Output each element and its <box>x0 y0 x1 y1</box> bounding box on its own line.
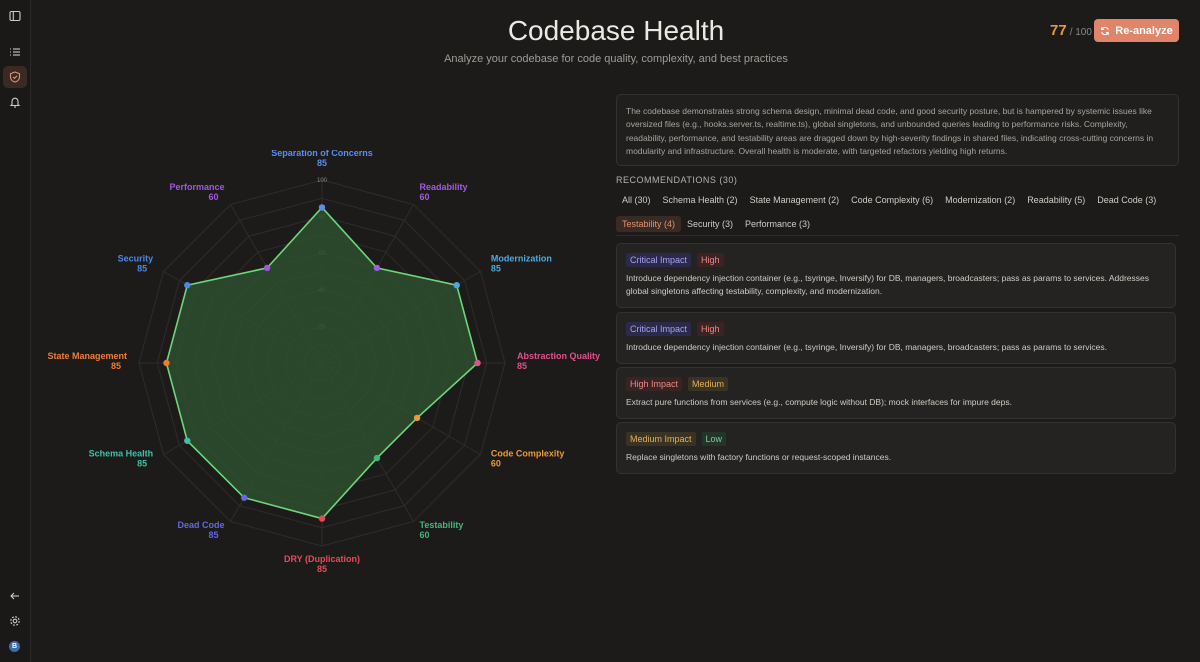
filter-chip[interactable]: All (30) <box>622 195 651 205</box>
health-radar-chart: 20406080100Separation of Concerns85Reada… <box>47 150 600 574</box>
axis-label: Readability <box>420 182 468 192</box>
axis-value: 60 <box>420 192 430 202</box>
tick-label: 100 <box>317 178 328 184</box>
impact-badge: Critical Impact <box>626 253 692 267</box>
axis-label: Dead Code <box>177 520 224 530</box>
axis-label: State Management <box>47 351 127 361</box>
axis-value: 85 <box>208 530 218 540</box>
axis-label: Code Complexity <box>491 449 565 459</box>
data-point <box>318 515 326 522</box>
axis-value: 85 <box>137 264 147 274</box>
recommendation-card[interactable]: Medium Impact Low Replace singletons with … <box>616 422 1176 474</box>
recommendation-card[interactable]: High Impact Medium Extract pure functions … <box>616 367 1176 419</box>
axis-label: Modernization <box>491 254 552 264</box>
card-tags: Critical Impact High <box>626 322 1166 336</box>
list-icon[interactable] <box>3 41 27 63</box>
priority-badge: High <box>697 253 724 267</box>
axis-label: Schema Health <box>89 449 154 459</box>
filter-chip[interactable]: Code Complexity (6) <box>851 195 934 205</box>
card-tags: High Impact Medium <box>626 377 1166 391</box>
recommendation-text: Replace singletons with factory function… <box>626 452 892 462</box>
impact-badge: Medium Impact <box>626 432 696 446</box>
recommendation-text: Introduce dependency injection container… <box>626 273 1150 296</box>
filter-chip[interactable]: Testability (4) <box>616 216 682 232</box>
impact-badge: High Impact <box>626 377 683 391</box>
recommendation-card[interactable]: Critical Impact High Introduce dependency … <box>616 243 1176 308</box>
data-point <box>373 454 381 462</box>
filter-chip[interactable]: Modernization (2) <box>945 195 1016 205</box>
data-point <box>318 204 326 211</box>
recommendation-filters: All (30) Schema Health (2) State Managemen… <box>616 192 1179 232</box>
data-point <box>163 359 170 367</box>
axis-label: Abstraction Quality <box>517 351 600 361</box>
filter-chip[interactable]: Security (3) <box>687 219 734 229</box>
axis-value: 85 <box>491 264 501 274</box>
sidebar-toggle-icon[interactable] <box>3 5 27 27</box>
page-subtitle: Analyze your codebase for code quality, … <box>444 53 788 65</box>
reanalyze-button[interactable]: Re-analyze <box>1094 19 1179 42</box>
health-score: 77 / 100 <box>1050 22 1092 39</box>
filter-chip[interactable]: State Management (2) <box>749 195 840 205</box>
axis-value: 85 <box>137 459 147 469</box>
priority-badge: Medium <box>688 377 729 391</box>
recommendations-heading: RECOMMENDATIONS (30) <box>616 175 738 185</box>
data-point <box>263 264 271 272</box>
axis-value: 60 <box>208 192 218 202</box>
priority-badge: High <box>697 322 724 336</box>
recommendation-text: Extract pure functions from services (e.… <box>626 397 1012 407</box>
data-point <box>474 359 481 367</box>
summary-text: The codebase demonstrates strong schema … <box>616 94 1179 166</box>
axis-label: Testability <box>420 520 464 530</box>
card-tags: Critical Impact High <box>626 253 1166 267</box>
data-point <box>184 282 191 289</box>
data-point <box>373 264 381 272</box>
data-point <box>184 437 191 444</box>
score-value: 77 <box>1050 22 1067 39</box>
axis-label: DRY (Duplication) <box>284 554 360 564</box>
axis-value: 85 <box>317 564 327 574</box>
axis-value: 85 <box>517 361 527 371</box>
arrow-left-icon[interactable] <box>3 585 27 607</box>
axis-label: Security <box>118 254 154 264</box>
shield-icon[interactable] <box>3 66 27 88</box>
impact-badge: Critical Impact <box>626 322 692 336</box>
data-point <box>413 414 421 422</box>
priority-badge: Low <box>701 432 727 446</box>
recommendation-card[interactable]: Critical Impact High Introduce dependency … <box>616 312 1176 364</box>
divider <box>616 235 1179 236</box>
filter-chip[interactable]: Performance (3) <box>745 219 811 229</box>
data-polygon <box>165 206 479 520</box>
refresh-icon <box>1101 26 1110 35</box>
axis-label: Performance <box>169 182 224 192</box>
filter-chip[interactable]: Dead Code (3) <box>1097 195 1157 205</box>
card-tags: Medium Impact Low <box>626 432 1166 446</box>
gear-icon[interactable] <box>3 610 27 632</box>
data-point <box>453 282 460 289</box>
avatar[interactable]: B <box>9 641 20 652</box>
axis-value: 60 <box>420 530 430 540</box>
score-max: / 100 <box>1069 27 1092 38</box>
filter-chip[interactable]: Readability (5) <box>1027 195 1086 205</box>
axis-label: Separation of Concerns <box>271 150 373 158</box>
page-title: Codebase Health <box>507 15 725 46</box>
axis-value: 85 <box>111 361 121 371</box>
left-rail: B <box>0 0 31 662</box>
axis-value: 60 <box>491 459 501 469</box>
data-point <box>241 494 248 501</box>
reanalyze-label: Re-analyze <box>1115 24 1173 37</box>
filter-chip[interactable]: Schema Health (2) <box>662 195 738 205</box>
recommendation-text: Introduce dependency injection container… <box>626 342 1107 352</box>
bell-icon[interactable] <box>3 91 27 113</box>
axis-value: 85 <box>317 158 327 168</box>
